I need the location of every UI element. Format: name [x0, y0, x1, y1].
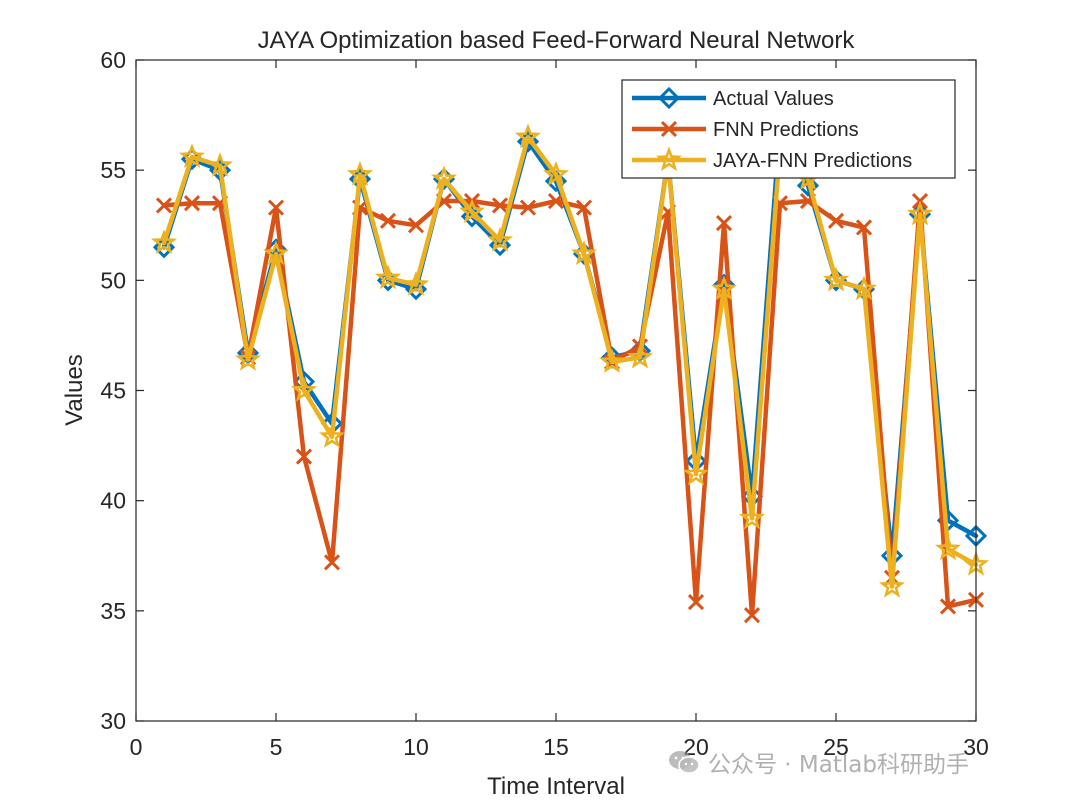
- data-point: [570, 240, 598, 266]
- data-point: [514, 123, 542, 149]
- legend-marker: [657, 86, 681, 110]
- data-point: [878, 572, 906, 598]
- data-point: [855, 219, 873, 236]
- data-point: [290, 376, 318, 402]
- data-point: [906, 200, 934, 226]
- data-point: [934, 535, 962, 561]
- data-point: [827, 212, 845, 229]
- data-point: [486, 227, 514, 252]
- data-point: [267, 199, 285, 216]
- data-point: [547, 192, 565, 210]
- data-point: [262, 240, 290, 266]
- y-tick-label: 55: [100, 157, 126, 183]
- data-point: [710, 275, 738, 301]
- legend-marker: [660, 120, 678, 138]
- data-point: [738, 504, 766, 530]
- y-tick-label: 40: [100, 488, 126, 514]
- y-tick-label: 45: [100, 378, 126, 404]
- data-point: [374, 264, 402, 290]
- data-point: [458, 198, 486, 224]
- data-point: [687, 593, 705, 611]
- legend-marker: [655, 146, 683, 172]
- data-point: [183, 195, 201, 212]
- legend-item: Actual Values: [632, 86, 834, 110]
- data-point: [743, 607, 761, 624]
- data-point: [544, 170, 568, 193]
- x-tick-label: 25: [823, 734, 849, 760]
- y-tick-label: 60: [100, 47, 126, 73]
- data-point: [491, 197, 509, 214]
- data-point: [430, 165, 458, 191]
- watermark: 公众号 · Matlab科研助手: [668, 745, 969, 779]
- x-tick-label: 10: [403, 734, 429, 760]
- data-point: [295, 448, 313, 465]
- x-tick-label: 5: [270, 734, 283, 760]
- data-point: [598, 348, 626, 373]
- y-tick-label: 50: [100, 267, 126, 293]
- data-point: [404, 278, 428, 301]
- data-point: [850, 275, 878, 301]
- data-point: [488, 233, 512, 257]
- data-point: [407, 217, 425, 234]
- series-1: [152, 114, 988, 567]
- y-tick-label: 35: [100, 598, 126, 624]
- legend: Actual Values FNN Predictions JAYA-FNN Pre…: [621, 79, 956, 179]
- legend-item: FNN Predictions: [632, 119, 859, 141]
- x-tick-label: 0: [130, 734, 143, 760]
- y-tick-label: 30: [100, 708, 126, 734]
- series-layer: [150, 114, 990, 624]
- data-point: [152, 236, 176, 259]
- legend-label: Actual Values: [713, 88, 834, 110]
- data-point: [155, 197, 173, 214]
- data-point: [346, 160, 374, 186]
- x-tick-label: 30: [963, 734, 989, 760]
- data-point: [206, 152, 234, 177]
- watermark-text: 公众号 · Matlab科研助手: [708, 752, 969, 778]
- data-point: [323, 554, 341, 571]
- data-point: [460, 205, 484, 228]
- x-axis-label: Time Interval: [487, 773, 625, 800]
- data-point: [379, 212, 397, 229]
- data-point: [516, 130, 540, 153]
- data-point: [939, 598, 957, 615]
- data-point: [150, 229, 178, 255]
- x-tick-label: 15: [543, 734, 569, 760]
- chart-title: JAYA Optimization based Feed-Forward Neu…: [258, 27, 856, 54]
- data-point: [318, 423, 346, 448]
- series-line: [161, 123, 979, 559]
- data-point: [796, 174, 820, 197]
- data-point: [402, 271, 430, 296]
- data-point: [715, 214, 733, 232]
- data-point: [575, 199, 593, 216]
- data-point: [178, 143, 206, 169]
- data-point: [519, 199, 537, 216]
- y-axis-label: Values: [61, 354, 88, 426]
- data-point: [822, 266, 850, 292]
- data-point: [542, 160, 570, 186]
- legend-item: JAYA-FNN Predictions: [632, 146, 912, 172]
- wechat-icon: [668, 749, 700, 775]
- series-3: [150, 123, 990, 598]
- legend-label: FNN Predictions: [713, 119, 859, 141]
- legend-label: JAYA-FNN Predictions: [713, 150, 912, 172]
- series-line: [161, 198, 979, 618]
- data-point: [682, 460, 710, 486]
- data-point: [234, 346, 262, 371]
- data-point: [626, 343, 654, 369]
